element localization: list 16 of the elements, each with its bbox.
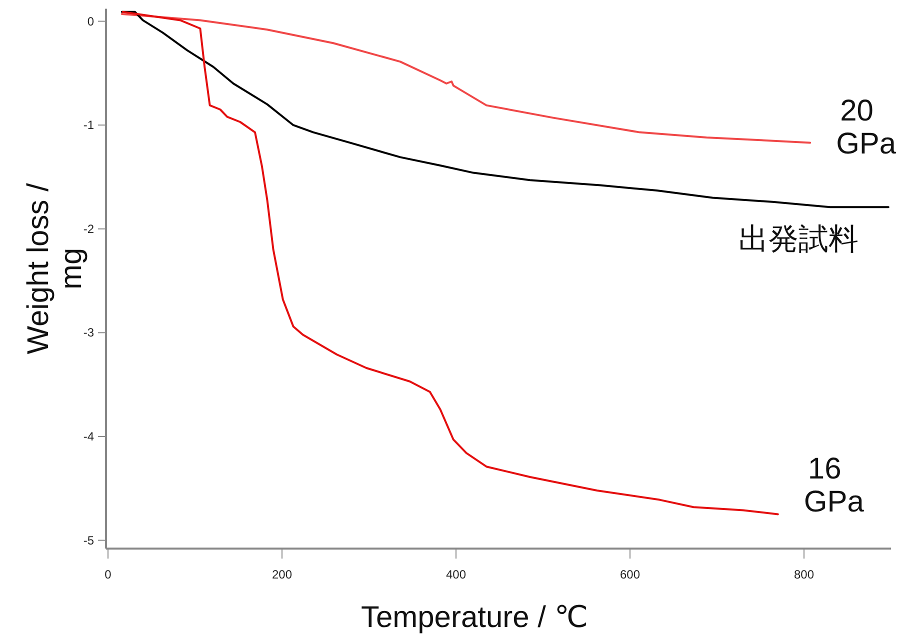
y-tick-label: -1 [83, 118, 94, 132]
x-tick-label: 400 [446, 568, 466, 582]
y-tick-label: 0 [87, 14, 94, 28]
series-label: 出発試料 [738, 223, 858, 256]
series-label: 16 GPa [804, 452, 864, 518]
y-tick-label: -5 [83, 533, 94, 548]
y-tick-label: -3 [83, 326, 94, 340]
y-tick-label: -4 [83, 429, 94, 444]
line-series [120, 13, 812, 144]
x-tick-label: 600 [620, 568, 640, 582]
y-tick-label: -2 [83, 222, 94, 236]
x-tick-label: 0 [104, 568, 112, 582]
x-tick-label: 200 [272, 568, 292, 582]
x-tick-label: 800 [794, 568, 814, 582]
series-label: 20 GPa [836, 94, 896, 161]
x-axis-title: Temperature / ℃ [360, 601, 588, 634]
